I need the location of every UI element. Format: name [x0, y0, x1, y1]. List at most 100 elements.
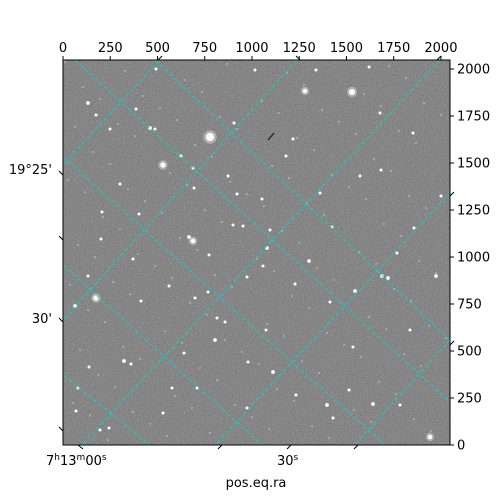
faint-star [186, 184, 188, 186]
top-tick-label: 1750 [377, 41, 410, 56]
ra-tick-mark [353, 444, 359, 450]
grid-line [354, 339, 450, 445]
faint-star [104, 321, 106, 323]
faint-star [77, 244, 79, 246]
star [398, 403, 402, 407]
faint-star [318, 372, 320, 374]
star-field [64, 61, 447, 442]
faint-star [166, 435, 168, 437]
star [99, 237, 103, 241]
dec-label-25: 19°25' [9, 163, 52, 178]
right-tick-label: 500 [457, 345, 482, 360]
star [74, 409, 78, 413]
faint-star [204, 209, 206, 211]
faint-star [109, 163, 111, 165]
star [232, 121, 236, 125]
faint-star [137, 253, 139, 255]
faint-star [94, 256, 96, 258]
star [139, 299, 143, 303]
faint-star [430, 430, 432, 432]
faint-star [420, 365, 422, 367]
faint-star [72, 402, 74, 404]
grid-line [74, 60, 450, 403]
faint-star [348, 186, 350, 188]
star [408, 328, 412, 332]
faint-star [112, 281, 114, 283]
grid-line [81, 60, 441, 445]
star [268, 228, 272, 232]
faint-star [435, 272, 437, 274]
faint-star [393, 288, 395, 290]
faint-star [251, 416, 253, 418]
faint-star [181, 342, 183, 344]
right-tick-label: 750 [457, 298, 482, 313]
star [261, 264, 265, 268]
faint-star [278, 112, 280, 114]
star [328, 300, 332, 304]
dec-tick-mark [58, 170, 64, 176]
star [153, 127, 157, 131]
faint-star [196, 249, 198, 251]
star [291, 137, 295, 141]
star [395, 251, 399, 255]
faint-star [117, 123, 119, 125]
star [245, 406, 249, 410]
star [264, 328, 268, 332]
faint-star [99, 98, 101, 100]
star [205, 132, 215, 142]
faint-star [144, 200, 146, 202]
faint-star [388, 65, 390, 67]
star [98, 428, 102, 432]
grid-line [63, 374, 151, 445]
ra-tick-mark [295, 55, 301, 61]
star [260, 197, 264, 201]
right-tick-label: 1750 [457, 110, 490, 125]
faint-star [122, 346, 124, 348]
faint-star [139, 358, 141, 360]
sky-image [63, 60, 450, 445]
star [411, 131, 415, 135]
ra-tick-mark [157, 55, 163, 61]
faint-star [132, 411, 134, 413]
star [367, 65, 371, 69]
star [170, 386, 174, 390]
star [347, 388, 351, 392]
star [412, 226, 416, 230]
top-tick-label: 500 [145, 41, 170, 56]
faint-star [326, 332, 328, 334]
faint-star [79, 349, 81, 351]
star [134, 107, 138, 111]
star [439, 194, 443, 198]
right-tick-label: 250 [457, 392, 482, 407]
star [86, 274, 90, 278]
faint-star [316, 267, 318, 269]
faint-star [390, 170, 392, 172]
star [73, 304, 77, 308]
faint-star [375, 263, 377, 265]
dec-tick-mark [449, 191, 455, 197]
faint-star [263, 205, 265, 207]
faint-star [189, 302, 191, 304]
faint-star [231, 286, 233, 288]
x-axis-title: pos.eq.ra [226, 476, 287, 491]
faint-star [119, 228, 121, 230]
star [351, 345, 355, 349]
faint-star [191, 407, 193, 409]
image-artifact [267, 132, 275, 141]
star [241, 224, 245, 228]
faint-star [303, 84, 305, 86]
faint-star [89, 414, 91, 416]
star [100, 210, 104, 214]
faint-star [385, 328, 387, 330]
faint-star [323, 214, 325, 216]
star [358, 174, 362, 178]
faint-star [400, 235, 402, 237]
star [231, 223, 235, 227]
right-tick-label: 1250 [457, 204, 490, 219]
faint-star [266, 323, 268, 325]
faint-star [268, 428, 270, 430]
faint-star [286, 72, 288, 74]
faint-star [129, 293, 131, 295]
star [129, 362, 133, 366]
top-tick-label: 2000 [424, 41, 457, 56]
